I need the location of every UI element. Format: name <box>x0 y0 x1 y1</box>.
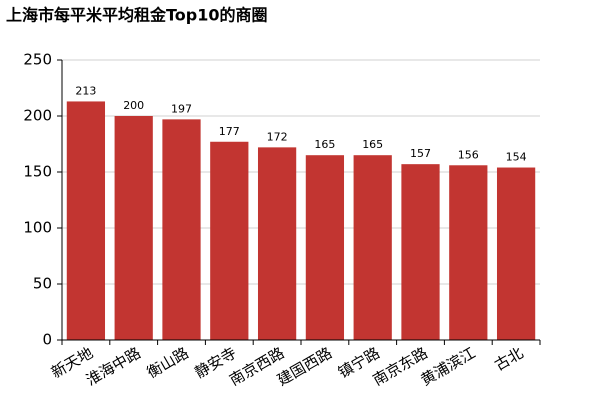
bar <box>114 116 153 340</box>
data-label: 165 <box>314 138 335 151</box>
y-tick-label: 0 <box>42 331 52 349</box>
data-label: 177 <box>219 125 240 138</box>
x-tick-label: 古北 <box>491 344 526 375</box>
chart-title: 上海市每平米平均租金Top10的商圈 <box>6 6 268 25</box>
x-tick-label: 黄浦滨江 <box>418 344 479 390</box>
bar <box>496 167 536 340</box>
bar <box>401 164 440 340</box>
bar <box>353 155 392 340</box>
data-label: 213 <box>75 84 96 97</box>
x-tick-label: 衡山路 <box>144 344 192 382</box>
bar <box>449 165 488 340</box>
bar <box>305 155 345 340</box>
x-tick-label: 淮海中路 <box>83 344 144 390</box>
bar <box>257 147 297 340</box>
y-tick-label: 200 <box>23 107 52 125</box>
y-tick-label: 50 <box>33 275 52 293</box>
y-tick-label: 100 <box>23 219 52 237</box>
bar <box>162 119 201 340</box>
data-label: 156 <box>458 148 479 161</box>
x-tick-label: 建国西路 <box>274 344 335 390</box>
bar <box>210 141 249 340</box>
y-tick-label: 250 <box>23 51 52 69</box>
data-label: 165 <box>362 138 383 151</box>
data-label: 200 <box>123 99 144 112</box>
y-tick-label: 150 <box>23 163 52 181</box>
data-label: 154 <box>506 151 527 164</box>
bar <box>66 101 106 340</box>
data-label: 197 <box>171 102 192 115</box>
data-label: 172 <box>267 130 288 143</box>
data-label: 157 <box>410 147 431 160</box>
